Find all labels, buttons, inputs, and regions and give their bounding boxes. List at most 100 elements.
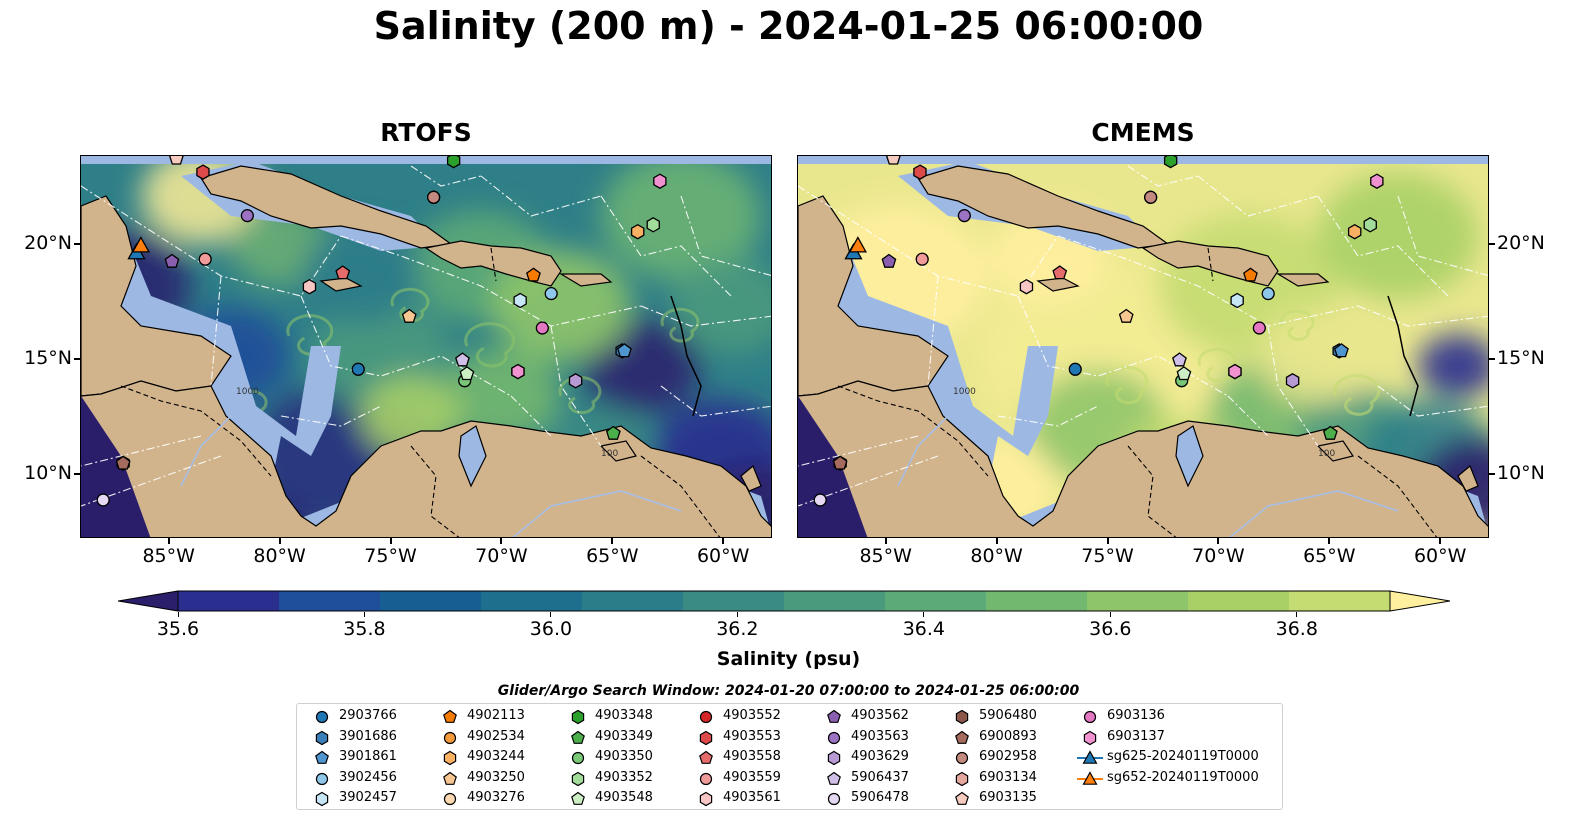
float-marker-3901861 — [1333, 343, 1349, 358]
lon-tick-label: 65°W — [1303, 545, 1356, 567]
legend-entry-label: 2903766 — [339, 708, 397, 723]
colorbar-gradient — [117, 590, 1451, 612]
legend-entry-label: 4903349 — [595, 728, 653, 744]
float-marker-6902958 — [427, 190, 441, 204]
float-marker-6900893 — [115, 455, 131, 470]
pentagon-marker-icon — [443, 709, 457, 723]
float-marker-5906437 — [1172, 352, 1187, 367]
glider-marker-sg652-20240119T0000 — [131, 236, 150, 253]
lon-tick-label: 80°W — [253, 545, 306, 567]
lon-tick-mark — [884, 538, 887, 544]
circle-marker-icon — [955, 751, 969, 765]
map-canvas: 1000 100 — [81, 156, 771, 537]
legend-entry-label: 4903552 — [723, 708, 781, 723]
float-marker-3901861 — [616, 343, 632, 358]
lon-tick-label: 60°W — [696, 545, 750, 567]
legend-entry-label: 4902534 — [467, 728, 525, 744]
legend-entry-label: 4903559 — [723, 769, 781, 785]
legend-entry-label: 4903348 — [595, 708, 653, 723]
float-marker-4903250 — [1118, 308, 1134, 323]
float-marker-4903553 — [913, 164, 927, 180]
float-marker-4903563 — [957, 209, 971, 223]
legend: 2903766 3901686 3901861 3902456 3902457 49021… — [296, 703, 1283, 810]
colorbar-tick-mark — [363, 612, 365, 617]
colorbar-tick-label: 36.0 — [529, 618, 573, 640]
circle-marker-icon — [827, 731, 841, 744]
lon-tick-label: 75°W — [1081, 545, 1134, 567]
legend-entry-label: 3902456 — [339, 769, 397, 785]
float-marker-6903136 — [535, 321, 549, 335]
hexagon-marker-icon — [955, 771, 969, 786]
lat-tick-mark — [74, 472, 80, 475]
circle-marker-icon — [571, 751, 585, 765]
float-marker-4903558 — [1052, 265, 1068, 280]
lat-tick-label-left: 20°N — [24, 232, 72, 255]
lat-tick-mark — [1489, 243, 1495, 246]
lat-tick-mark — [74, 358, 80, 361]
legend-entry-label: 6900893 — [979, 728, 1037, 744]
float-marker-4903348 — [446, 156, 461, 169]
lat-tick-mark — [74, 243, 80, 246]
float-marker-5906437 — [455, 352, 470, 367]
lat-tick-label-right: 10°N — [1497, 461, 1545, 484]
lon-tick-label: 85°W — [142, 545, 195, 567]
contour-label-100: 100 — [601, 449, 618, 459]
hexagon-marker-icon — [699, 791, 713, 807]
colorbar-tick-mark — [923, 612, 925, 617]
triangle-line-marker-icon — [1077, 770, 1103, 785]
float-marker-6903137 — [1228, 363, 1242, 380]
float-marker-6903135 — [168, 156, 184, 165]
float-marker-6902958 — [1144, 190, 1158, 204]
float-marker-4903548 — [1176, 366, 1192, 381]
float-marker-4903250 — [401, 308, 417, 323]
lon-tick-label: 70°W — [1192, 545, 1245, 567]
rtofs-map: 1000 100 — [80, 155, 772, 538]
lon-tick-mark — [995, 538, 998, 544]
lat-tick-label-right: 15°N — [1497, 347, 1545, 370]
lon-tick-label: 65°W — [586, 545, 639, 567]
float-marker-6903137 — [653, 173, 667, 189]
legend-entry-label: 4903352 — [595, 769, 653, 785]
pentagon-marker-icon — [699, 750, 713, 764]
float-marker-2903766 — [351, 362, 365, 376]
float-marker-4903553 — [196, 164, 210, 180]
legend-entry-label: 5906478 — [851, 790, 909, 805]
legend-entry-label: 5906480 — [979, 708, 1037, 723]
main-title: Salinity (200 m) - 2024-01-25 06:00:00 — [373, 4, 1204, 48]
circle-marker-icon — [699, 710, 713, 724]
colorbar-tick-mark — [1296, 612, 1298, 617]
legend-entry-label: 5906437 — [851, 769, 909, 785]
legend-entry-label: sg625-20240119T0000 — [1107, 749, 1259, 764]
colorbar-tick-mark — [736, 612, 738, 617]
lon-tick-mark — [722, 538, 725, 544]
float-marker-3902456 — [544, 287, 558, 301]
lon-tick-mark — [611, 538, 614, 544]
hexagon-marker-icon — [827, 750, 841, 766]
float-marker-2903766 — [1068, 362, 1082, 376]
legend-title: Glider/Argo Search Window: 2024-01-20 07… — [497, 683, 1080, 699]
colorbar-tick-label: 35.8 — [343, 618, 386, 640]
legend-entry-label: 4903561 — [723, 790, 781, 805]
legend-entry-label: 6902958 — [979, 749, 1037, 764]
legend-entry-label: 3902457 — [339, 790, 397, 805]
float-marker-4903348 — [1163, 156, 1178, 169]
pentagon-marker-icon — [955, 791, 969, 805]
float-marker-4903559 — [198, 252, 212, 266]
lon-tick-label: 60°W — [1413, 545, 1467, 567]
legend-entry-label: 4903548 — [595, 790, 653, 805]
pentagon-marker-icon — [443, 771, 457, 785]
lon-tick-mark — [167, 538, 170, 544]
lon-tick-label: 75°W — [364, 545, 417, 567]
contour-label-100: 100 — [1318, 449, 1335, 459]
circle-marker-icon — [315, 772, 329, 785]
legend-entry-label: 6903135 — [979, 790, 1037, 805]
colorbar — [117, 590, 1451, 612]
float-marker-4903349 — [605, 425, 621, 440]
hexagon-marker-icon — [1083, 730, 1097, 745]
legend-entry-label: 4903562 — [851, 708, 909, 723]
lat-tick-label-left: 10°N — [24, 461, 72, 484]
colorbar-tick-mark — [177, 612, 179, 617]
legend-entry-label: sg652-20240119T0000 — [1107, 769, 1259, 785]
float-marker-4902113 — [1243, 267, 1258, 282]
lon-tick-mark — [278, 538, 281, 544]
